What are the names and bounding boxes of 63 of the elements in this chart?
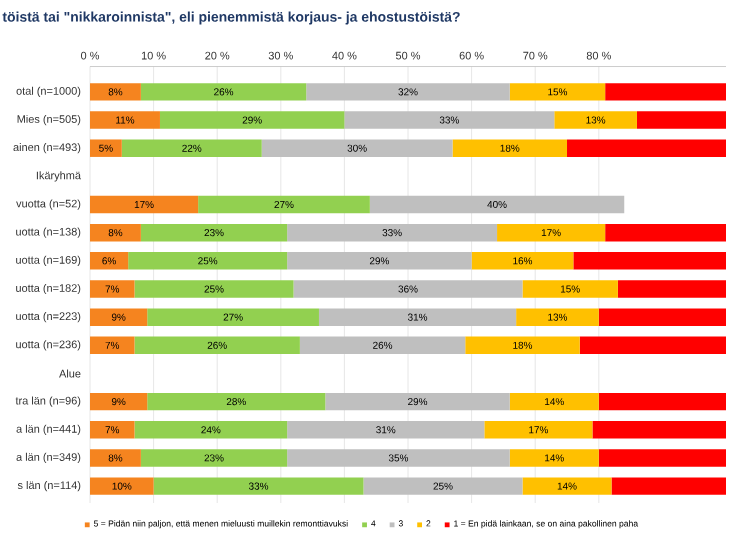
bar (287, 421, 485, 439)
bar (484, 421, 593, 439)
bar (617, 280, 727, 298)
bar (198, 195, 370, 214)
bar (90, 280, 135, 298)
bar (134, 280, 294, 298)
bar (605, 223, 727, 242)
bar (636, 111, 727, 129)
bar (121, 139, 262, 157)
bar (573, 252, 727, 270)
bar (90, 421, 135, 439)
bar (90, 449, 141, 467)
bar (293, 280, 523, 298)
bar (90, 392, 148, 411)
bar (306, 83, 510, 101)
bar (369, 195, 625, 214)
bar (90, 195, 199, 214)
bar (605, 83, 727, 101)
bar (592, 421, 727, 439)
bar (287, 223, 498, 242)
bar (134, 421, 288, 439)
bar (509, 449, 599, 467)
bar (363, 477, 523, 495)
bar (90, 477, 154, 495)
bar (90, 252, 129, 270)
bar (90, 223, 141, 242)
bar (598, 449, 727, 467)
bar (90, 139, 122, 157)
bar (579, 336, 727, 355)
bar (299, 336, 466, 355)
bar (497, 223, 606, 242)
bar (516, 308, 599, 326)
bar (90, 336, 135, 355)
bar (611, 477, 727, 495)
bar (140, 83, 307, 101)
bar (598, 392, 727, 411)
bar (452, 139, 568, 157)
bar (344, 111, 555, 129)
bar (287, 449, 510, 467)
bar (318, 308, 517, 326)
bar (153, 477, 364, 495)
bar (522, 477, 612, 495)
bar (159, 111, 345, 129)
bar (90, 308, 148, 326)
bar (522, 280, 618, 298)
bar (134, 336, 300, 355)
bar (471, 252, 574, 270)
bar (567, 139, 727, 157)
bar (325, 392, 510, 411)
bar (287, 252, 472, 270)
bar (90, 83, 141, 101)
bar (90, 111, 160, 129)
bar (509, 392, 599, 411)
bar (554, 111, 637, 129)
bar (140, 223, 288, 242)
bar (128, 252, 288, 270)
bar (465, 336, 580, 355)
bar (147, 392, 326, 411)
bar (140, 449, 288, 467)
bar (261, 139, 453, 157)
bar (147, 308, 319, 326)
bar (598, 308, 727, 326)
bar (509, 83, 606, 101)
